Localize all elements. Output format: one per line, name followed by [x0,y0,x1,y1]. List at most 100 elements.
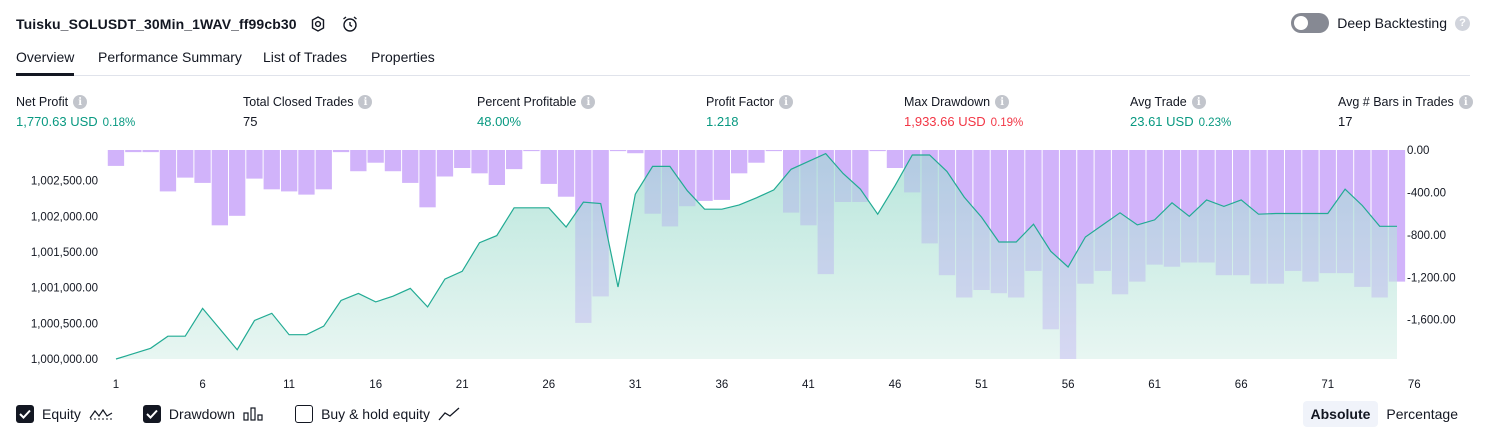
tab-bar: Overview Performance Summary List of Tra… [16,44,1470,76]
drawdown-bar-overlay [800,150,817,226]
absolute-button[interactable]: Absolute [1302,401,1379,427]
drawdown-bar-overlay [627,150,644,154]
drawdown-bar-overlay [159,150,177,192]
drawdown-bar-overlay [834,150,852,202]
drawdown-bar [748,150,765,163]
drawdown-bar-overlay [506,150,523,170]
trade-tick-label: 6 [199,379,205,391]
drawdown-bar-overlay [1302,150,1319,282]
drawdown-checkbox[interactable] [142,405,161,423]
drawdown-bar [159,150,177,192]
trade-tick-label: 31 [629,379,642,391]
drawdown-bar [332,150,350,153]
buy-hold-checkbox[interactable] [295,405,314,423]
metric-profit-factor: Profit Factor i 1.218 [706,94,794,129]
drawdown-bar [609,150,627,152]
metric-total-closed-trades: Total Closed Trades i 75 [243,94,373,129]
drawdown-bar-overlay [1319,150,1336,274]
drawdown-bar-overlay [332,150,350,153]
drawdown-bar-overlay [436,150,454,177]
info-icon[interactable]: i [73,95,88,109]
drawdown-bar-overlay [575,150,592,323]
drawdown-bar-overlay [869,150,886,152]
info-icon[interactable]: i [1458,95,1473,109]
drawdown-tick-label: -1,600.00 [1407,315,1456,327]
settings-icon[interactable] [307,13,329,35]
metric-avg-bars-in-trades: Avg # Bars in Trades i 17 [1338,94,1473,129]
drawdown-bar-overlay [921,150,938,244]
drawdown-bar-overlay [107,150,125,166]
drawdown-bar-overlay [1111,150,1129,295]
drawdown-bar-overlay [211,150,228,226]
deep-backtesting: Deep Backtesting ? [1291,13,1470,33]
drawdown-tick-label: -400.00 [1407,187,1446,199]
drawdown-bar-overlay [523,150,540,152]
tab-properties[interactable]: Properties [371,49,435,65]
drawdown-bar-overlay [1371,150,1388,298]
info-icon[interactable]: i [995,95,1010,109]
percentage-button[interactable]: Percentage [1386,406,1458,422]
info-icon[interactable]: i [779,95,794,109]
drawdown-bar [869,150,886,152]
drawdown-bar-overlay [1250,150,1267,284]
drawdown-bar-overlay [1094,150,1111,271]
equity-series [107,150,1406,360]
drawdown-bar [488,150,505,185]
drawdown-bar-overlay [644,150,661,214]
drawdown-bar-overlay [731,150,748,174]
equity-tick-label: 1,000,500.00 [31,318,98,330]
metric-label: Net Profit [16,95,69,109]
drawdown-bar [471,150,488,174]
trade-number-axis: 1 6 11 16 21 26 31 36 41 46 51 56 61 66 71 76 [113,379,1421,391]
drawdown-bar-overlay [1267,150,1284,284]
drawdown-bar [506,150,523,170]
info-icon[interactable]: i [1191,95,1206,109]
drawdown-bar-overlay [281,150,298,192]
drawdown-bar-overlay [177,150,194,178]
drawdown-bar-overlay [1285,150,1302,271]
help-icon[interactable]: ? [1455,15,1470,31]
drawdown-bar-overlay [246,150,263,179]
drawdown-bar [177,150,194,178]
equity-checkbox[interactable] [16,405,34,423]
metric-label: Profit Factor [706,95,775,109]
equity-tick-label: 1,000,000.00 [31,354,98,366]
drawdown-bar-overlay [350,150,367,172]
drawdown-bar [125,150,142,153]
drawdown-bar-overlay [315,150,332,190]
drawdown-bar-overlay [852,150,869,202]
trade-tick-label: 1 [113,379,119,391]
drawdown-bar [107,150,125,166]
drawdown-bar-overlay [471,150,488,174]
drawdown-bar [886,150,904,168]
legend-equity[interactable]: Equity [16,405,113,423]
equity-tick-label: 1,002,500.00 [31,176,98,188]
metric-value: 1.218 [706,114,739,129]
info-icon[interactable]: i [358,95,373,109]
alarm-clock-icon[interactable] [339,13,361,35]
legend-equity-label: Equity [42,406,81,422]
tab-performance-summary[interactable]: Performance Summary [98,49,242,65]
info-icon[interactable]: i [581,95,596,109]
drawdown-bar [627,150,644,154]
equity-drawdown-chart[interactable]: 1,000,000.00 1,000,500.00 1,001,000.00 1,00… [0,140,1486,400]
drawdown-bar-overlay [990,150,1007,294]
metric-percent: 0.18% [102,117,136,129]
drawdown-bar-overlay [194,150,211,183]
deep-backtesting-toggle[interactable] [1291,13,1330,33]
legend-drawdown[interactable]: Drawdown [142,405,265,423]
toggle-knob [1294,16,1309,30]
metric-label: Total Closed Trades [243,95,354,109]
drawdown-bar-overlay [1042,150,1059,330]
drawdown-bar [229,150,246,216]
equity-area [116,153,1397,359]
tab-overview[interactable]: Overview [16,49,75,76]
drawdown-bar-overlay [1354,150,1371,287]
drawdown-bar-overlay [557,150,575,197]
bar-chart-icon [243,407,265,421]
tab-list-of-trades[interactable]: List of Trades [263,49,348,65]
legend-buy-hold[interactable]: Buy & hold equity [295,405,460,423]
drawdown-bar-overlay [142,150,159,153]
drawdown-bar-overlay [1008,150,1025,298]
drawdown-bar-overlay [384,150,402,172]
